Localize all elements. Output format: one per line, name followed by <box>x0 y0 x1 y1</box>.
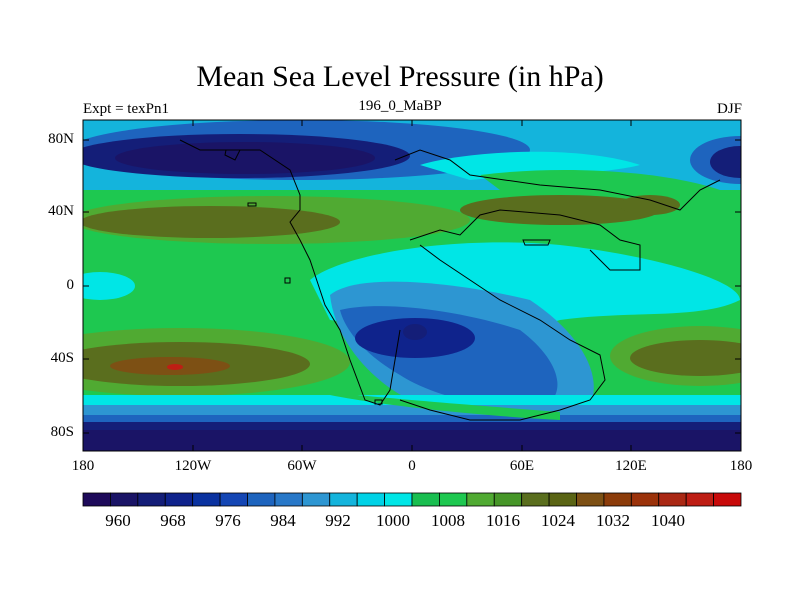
colorbar-box <box>192 492 221 507</box>
colorbar-box <box>164 492 194 507</box>
colorbar-label: 992 <box>325 511 351 530</box>
colorbar-label: 1032 <box>596 511 630 530</box>
season-label: DJF <box>716 101 742 117</box>
experiment-label: Expt = texPn1 <box>83 101 169 117</box>
colorbar-box <box>356 492 385 507</box>
colorbar-label: 1040 <box>651 511 685 530</box>
colorbar-label: 968 <box>160 511 186 530</box>
y-tick-label: 40N <box>48 203 74 219</box>
colorbar-box <box>274 492 303 507</box>
pressure-field <box>83 120 741 451</box>
colorbar-box <box>329 492 358 507</box>
colorbar-label: 960 <box>105 511 131 530</box>
period-label: 196_0_MaBP <box>358 98 442 114</box>
colorbar-box <box>411 492 440 507</box>
colorbar-label: 1024 <box>541 511 575 530</box>
continent-outlines <box>179 139 721 421</box>
x-tick-label: 60E <box>509 458 535 474</box>
colorbar-label: 976 <box>215 511 241 530</box>
colorbar-label: 1000 <box>376 511 410 530</box>
colorbar-box <box>576 492 605 507</box>
colorbar-box <box>219 492 248 507</box>
y-tick-label: 0 <box>66 277 75 293</box>
map-title: Mean Sea Level Pressure (in hPa) <box>196 60 604 93</box>
colorbar-box <box>493 492 523 507</box>
x-tick-label: 120W <box>174 458 212 474</box>
x-tick-label: 120E <box>615 458 647 474</box>
colorbar-box <box>247 492 276 507</box>
colorbar-box <box>685 492 714 507</box>
colorbar-box <box>630 492 660 507</box>
colorbar-box <box>110 492 139 507</box>
y-tick-label: 80N <box>48 131 74 147</box>
colorbar-label: 1016 <box>486 511 520 530</box>
colorbar-label: 984 <box>270 511 296 530</box>
x-tick-label: 60W <box>287 458 317 474</box>
colorbar-box <box>603 492 632 507</box>
colorbar-box <box>713 492 742 507</box>
x-tick-label: 180 <box>71 458 95 474</box>
colorbar <box>82 492 742 507</box>
colorbar-box <box>384 492 413 507</box>
axis-ticks <box>82 120 742 451</box>
y-tick-label: 80S <box>50 424 74 440</box>
colorbar-box <box>439 492 468 507</box>
colorbar-box <box>521 492 550 507</box>
x-tick-label: 180 <box>729 458 753 474</box>
colorbar-label: 1008 <box>431 511 465 530</box>
colorbar-box <box>301 492 331 507</box>
colorbar-box <box>548 492 577 507</box>
colorbar-box <box>466 492 495 507</box>
x-tick-label: 0 <box>408 458 416 474</box>
colorbar-box <box>658 492 687 507</box>
colorbar-box <box>82 492 111 507</box>
colorbar-box <box>137 492 166 507</box>
y-tick-label: 40S <box>50 350 74 366</box>
